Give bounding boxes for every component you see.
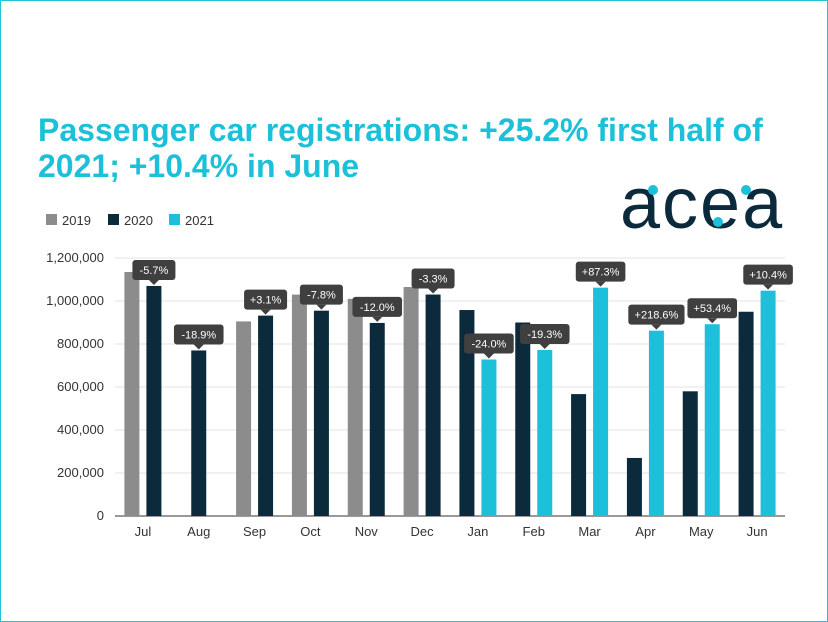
chart-legend: 2019 2020 2021 [46,213,214,228]
x-tick-label: Apr [635,524,656,539]
annotation-box [519,324,570,345]
annotation-box [299,284,343,305]
legend-swatch-2021 [169,214,180,225]
annotation-label: -5.7% [140,265,169,277]
x-tick-label: Jul [135,524,152,539]
bar-2020-jun [738,311,754,516]
x-axis: Jul Aug Sep Oct Nov Dec Jan Feb Mar Apr May Jun [135,524,768,539]
annotation-label: -12.0% [360,302,395,314]
annotation-pointer [707,318,718,324]
legend-label-2019: 2019 [62,213,91,228]
bar-2021-feb [537,350,553,516]
bar-2020-aug [191,350,207,516]
x-tick-label: Nov [355,524,379,539]
bar-2020-oct [313,310,329,516]
x-tick-label: Feb [523,524,545,539]
bar-2020-mar [571,394,587,516]
annotation-pointer [148,279,159,285]
bar-2020-apr [626,457,642,516]
legend-swatch-2020 [108,214,119,225]
annotation-pointer [193,344,204,350]
y-axis: 1,200,000 1,000,000 800,000 600,000 400,000 2… [46,250,104,523]
annotation-box [173,324,224,345]
x-tick-label: Mar [578,524,601,539]
annotation-box [628,304,685,325]
annotation-pointer [651,324,662,330]
y-tick-label: 200,000 [57,465,104,480]
annotation-box [411,268,455,289]
bar-2020-dec [425,294,441,516]
annotation-label: -7.8% [307,290,336,302]
acea-logo: acea [620,170,784,240]
annotation-label: -19.3% [527,329,562,341]
y-tick-label: 800,000 [57,336,104,351]
annotation-pointer [539,344,550,350]
annotation-label: -3.3% [419,274,448,286]
annotation-label: -24.0% [471,338,506,350]
annotation-pointer [483,353,494,359]
bar-2020-may [682,391,698,516]
annotation-label: +218.6% [635,310,679,322]
bar-2021-apr [648,330,664,516]
annotation-box [743,264,793,285]
x-tick-label: Jun [747,524,768,539]
chart-title: Passenger car registrations: +25.2% firs… [38,112,763,184]
x-tick-label: Sep [243,524,266,539]
bar-2021-jan [481,359,497,516]
y-tick-label: 1,000,000 [46,293,104,308]
bar-2020-jan [459,310,475,516]
bar-2021-mar [593,287,609,516]
annotation-label: -18.9% [181,329,216,341]
y-tick-label: 600,000 [57,379,104,394]
annotation-label: +10.4% [749,270,787,282]
legend-label-2021: 2021 [185,213,214,228]
bar-2021-may [704,324,720,516]
bar-2019-jul [124,271,140,516]
x-tick-label: Oct [300,524,321,539]
annotation-box [352,296,403,317]
bars-layer [124,271,776,516]
bar-2020-feb [515,322,531,516]
y-tick-label: 0 [97,508,104,523]
annotation-label: +53.4% [693,303,731,315]
annotation-pointer [595,281,606,287]
annotation-label: +87.3% [582,267,620,279]
bar-2021-jun [760,290,776,516]
annotation-box [575,261,626,282]
y-tick-label: 400,000 [57,422,104,437]
bar-2019-sep [236,321,252,516]
annotation-label: +3.1% [250,295,282,307]
bar-2019-oct [291,294,307,516]
x-tick-label: May [689,524,714,539]
x-tick-label: Aug [187,524,210,539]
annotation-pointer [316,304,327,310]
annotation-box [464,333,514,354]
bar-2019-nov [347,298,363,516]
annotation-box [687,298,738,319]
bar-2020-sep [258,315,274,516]
y-tick-label: 1,200,000 [46,250,104,265]
legend-swatch-2019 [46,214,57,225]
bar-2020-jul [146,285,162,516]
annotation-labels: -5.7% -18.9% +3.1% -7.8% -12.0% -3.3% -24.0% -1… [132,259,793,359]
x-tick-label: Jan [467,524,488,539]
annotation-pointer [372,316,383,322]
annotation-pointer [763,284,774,290]
annotation-pointer [260,309,271,315]
legend-label-2020: 2020 [124,213,153,228]
annotation-pointer [428,288,439,294]
annotation-box [132,259,176,280]
svg-text:acea: acea [620,170,784,240]
chart-grid [115,257,785,517]
x-tick-label: Dec [411,524,435,539]
bar-2019-dec [403,287,419,516]
bar-2020-nov [369,322,385,516]
annotation-box [244,289,288,310]
